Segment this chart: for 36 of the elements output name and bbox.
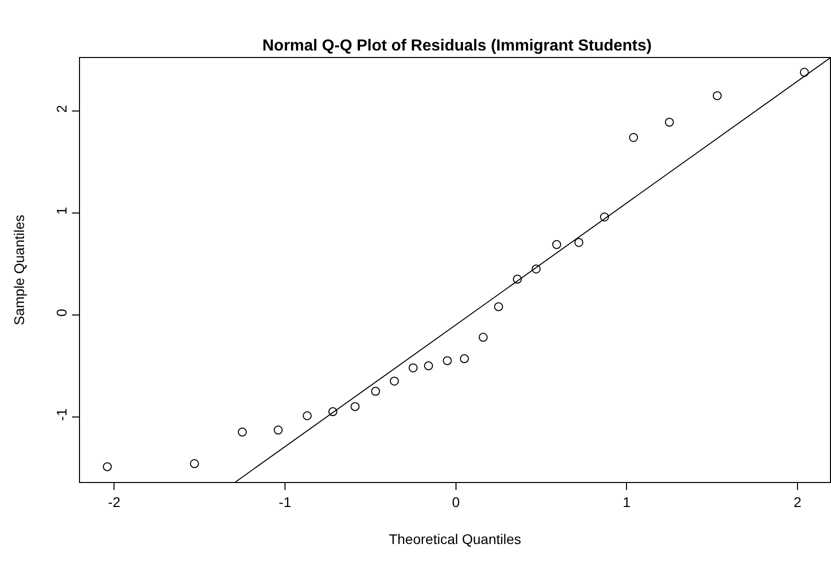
point	[350, 402, 360, 412]
point	[102, 462, 112, 472]
x-tick-label: 1	[622, 494, 631, 510]
y-tick-label: 1	[53, 206, 70, 215]
point	[552, 240, 562, 250]
y-axis-title: Sample Quantiles	[11, 214, 27, 326]
x-tick-label: 2	[794, 494, 802, 510]
point	[424, 361, 434, 370]
point	[494, 302, 504, 312]
point	[460, 354, 469, 364]
x-axis-title: Theoretical Quantiles	[388, 531, 522, 548]
x-tick-label: 0	[452, 494, 460, 510]
point	[664, 118, 674, 127]
point	[371, 386, 380, 396]
point	[442, 356, 452, 366]
y-tick-label: 2	[53, 104, 70, 113]
x-tick-label: -2	[108, 494, 121, 510]
point	[302, 411, 312, 420]
point	[478, 332, 488, 342]
point	[190, 459, 199, 468]
point	[574, 238, 584, 247]
point	[629, 133, 638, 142]
point	[712, 91, 722, 100]
point	[328, 407, 338, 416]
x-tick-label: -1	[278, 494, 292, 510]
point	[274, 426, 283, 435]
chart-title: Normal Q-Q Plot of Residuals (Immigrant Students)	[262, 38, 652, 55]
point	[390, 376, 399, 386]
point	[512, 274, 522, 284]
y-tick-label: 0	[53, 308, 70, 317]
point	[408, 363, 418, 372]
point	[600, 212, 609, 222]
point	[532, 264, 541, 274]
y-tick-label: -1	[53, 408, 70, 421]
point	[238, 428, 247, 437]
point	[800, 68, 809, 77]
